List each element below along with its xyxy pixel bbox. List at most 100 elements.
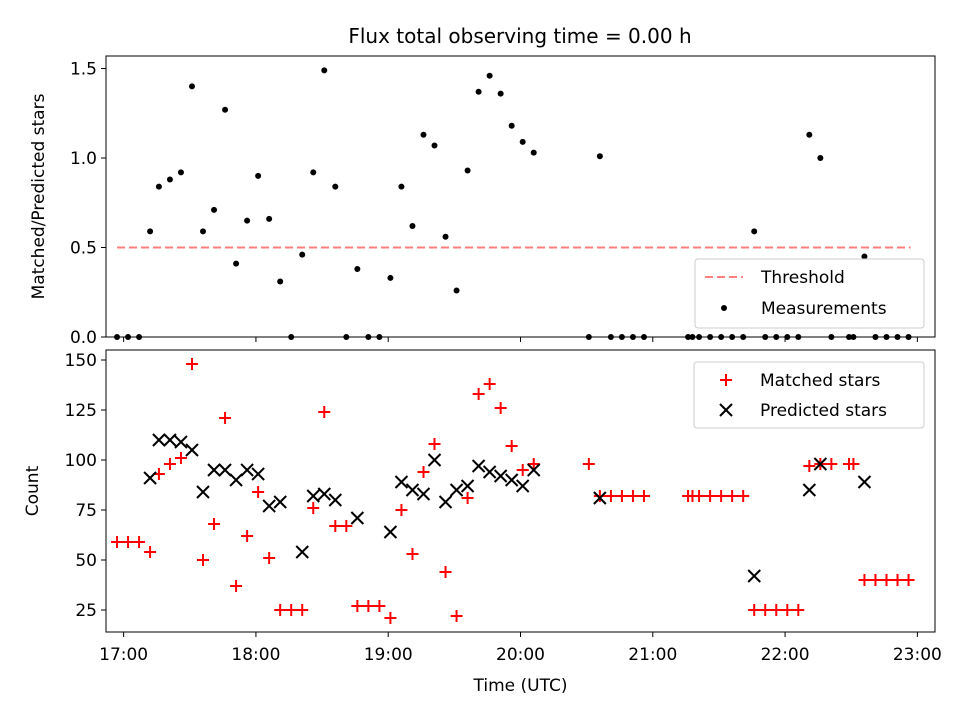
- legend-frame: [694, 258, 925, 329]
- matched-point: [318, 406, 331, 418]
- matched-point: [241, 530, 254, 542]
- ratio-legend: Threshold Measurements: [694, 258, 925, 329]
- predicted-point: [527, 463, 541, 477]
- predicted-point: [857, 475, 872, 489]
- matched-point: [770, 604, 783, 616]
- legend-measurements-label: Measurements: [761, 299, 887, 319]
- matched-point: [847, 458, 860, 470]
- count-xtick-label: 22:00: [761, 645, 810, 665]
- predicted-point: [813, 457, 828, 471]
- measurement-point: [861, 253, 868, 260]
- predicted-point: [262, 499, 276, 513]
- predicted-point-b: [295, 545, 309, 559]
- matched-point: [252, 486, 265, 498]
- matched-point: [274, 604, 287, 616]
- matched-point: [144, 546, 157, 558]
- measurement-point: [431, 142, 438, 149]
- matched-point: [637, 490, 650, 502]
- measurement-point: [211, 206, 218, 213]
- matched-point: [197, 554, 210, 566]
- measurement-point: [497, 90, 504, 97]
- predicted-point-b: [802, 483, 817, 497]
- matched-point: [593, 490, 606, 502]
- matched-point: [373, 600, 386, 612]
- predicted-point-b: [207, 463, 221, 477]
- predicted-point-b: [527, 463, 541, 477]
- predicted-point-b: [240, 463, 254, 477]
- matched-point: [615, 490, 628, 502]
- count-ytick-label: 100: [65, 451, 97, 471]
- measurement-point: [299, 251, 306, 258]
- matched-point: [869, 574, 882, 586]
- predicted-point: [196, 485, 210, 499]
- ratio-axes: 0.0 0.5 1.0 1.5 Matched/Predicted stars Thres…: [29, 55, 936, 348]
- matched-point: [792, 604, 805, 616]
- predicted-point: [394, 475, 409, 489]
- predicted-point: [504, 473, 519, 487]
- matched-point: [230, 580, 243, 592]
- matched-point: [759, 604, 772, 616]
- predicted-point: [306, 489, 320, 503]
- predicted-point-b: [427, 453, 442, 467]
- count-legend: Matched stars Predicted stars: [693, 361, 925, 429]
- predicted-point: [143, 471, 157, 485]
- predicted-point-b: [857, 475, 872, 489]
- matched-point: [362, 600, 375, 612]
- measurement-point: [398, 183, 405, 190]
- legend-threshold-label: Threshold: [760, 268, 845, 288]
- measurement-point: [277, 278, 284, 285]
- matched-point: [527, 458, 540, 470]
- predicted-point-b: [262, 499, 276, 513]
- count-xtick-label: 20:00: [496, 645, 545, 665]
- matched-point: [505, 440, 518, 452]
- matched-point: [472, 388, 485, 400]
- matched-point: [450, 610, 463, 622]
- count-xlabel: Time (UTC): [473, 676, 568, 696]
- measurement-point: [332, 183, 339, 190]
- predicted-point: [207, 463, 221, 477]
- predicted-point-b: [229, 473, 243, 487]
- matched-point: [704, 490, 717, 502]
- ratio-ytick-label: 1.5: [70, 60, 97, 80]
- matched-point: [163, 458, 176, 470]
- matched-point: [494, 402, 507, 414]
- measurement-point: [530, 149, 537, 156]
- measurement-point: [817, 155, 824, 162]
- predicted-point-b: [143, 471, 157, 485]
- predicted-point: [185, 443, 199, 457]
- predicted-point: [328, 493, 343, 507]
- predicted-point: [416, 487, 431, 501]
- predicted-point: [405, 483, 420, 497]
- measurement-point: [222, 106, 229, 113]
- predicted-point: [493, 469, 508, 483]
- predicted-point-b: [218, 463, 232, 477]
- predicted-point-b: [504, 473, 519, 487]
- predicted-point: [449, 483, 464, 497]
- matched-point: [693, 490, 706, 502]
- count-ytick-label: 150: [65, 351, 97, 371]
- figure-title: Flux total observing time = 0.00 h: [348, 24, 691, 48]
- matched-point: [715, 490, 728, 502]
- measurement-point: [508, 122, 515, 129]
- matched-point: [307, 502, 320, 514]
- matched-point: [604, 490, 617, 502]
- matched-point: [748, 604, 761, 616]
- measurement-point: [387, 274, 394, 281]
- matched-point: [122, 536, 135, 548]
- matched-point: [111, 536, 124, 548]
- matched-point: [285, 604, 298, 616]
- legend-predicted-label: Predicted stars: [760, 401, 887, 421]
- predicted-point-b: [273, 495, 287, 509]
- matched-point: [340, 520, 353, 532]
- measurement-point: [751, 228, 758, 235]
- measurement-point: [321, 67, 328, 74]
- matched-point: [296, 604, 309, 616]
- matched-point: [329, 520, 342, 532]
- predicted-point: [251, 467, 265, 481]
- predicted-point: [747, 569, 761, 583]
- predicted-point: [273, 495, 287, 509]
- matched-point: [891, 574, 904, 586]
- predicted-point: [719, 403, 733, 417]
- ratio-ytick-label: 0.5: [70, 239, 97, 259]
- matched-point: [902, 574, 915, 586]
